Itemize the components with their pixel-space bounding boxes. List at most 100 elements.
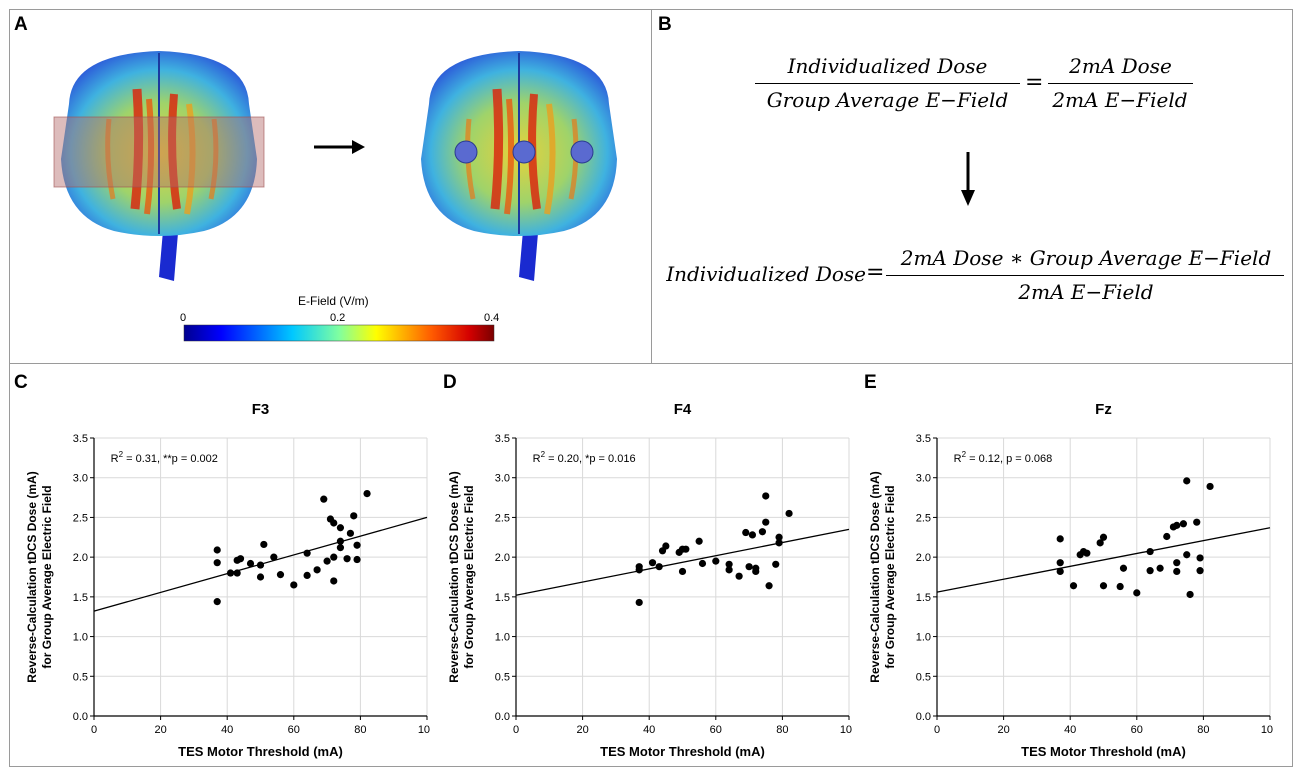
x-tick-label: 20 bbox=[576, 724, 588, 736]
formula1-num-left: Individualized Dose bbox=[787, 54, 988, 78]
formula2-line bbox=[886, 275, 1284, 276]
data-point bbox=[323, 557, 331, 565]
brain-left bbox=[53, 51, 265, 281]
formula2-denominator: 2mA E−Field bbox=[1018, 280, 1154, 304]
x-tick-label: 80 bbox=[1197, 724, 1209, 736]
data-point bbox=[1183, 551, 1191, 559]
x-tick-label: 60 bbox=[1131, 724, 1143, 736]
x-tick-label: 0 bbox=[513, 724, 519, 736]
y-tick-label: 0.0 bbox=[916, 711, 931, 723]
y-tick-label: 0.5 bbox=[916, 671, 931, 683]
x-tick-label: 80 bbox=[354, 724, 366, 736]
data-point bbox=[233, 569, 241, 577]
data-point bbox=[1119, 564, 1128, 572]
data-point bbox=[363, 490, 371, 498]
y-tick-label: 3.0 bbox=[73, 473, 88, 485]
r2-value: = 0.20, *p = 0.016 bbox=[545, 453, 636, 465]
panel-label-b: B bbox=[658, 14, 672, 35]
data-point bbox=[712, 557, 720, 565]
y-tick-label: 2.0 bbox=[73, 552, 88, 564]
panel-cde-frame bbox=[9, 363, 1293, 767]
data-point bbox=[336, 544, 345, 552]
regression-line bbox=[936, 527, 1271, 593]
data-point bbox=[236, 555, 245, 563]
x-tick-label: 100 bbox=[1261, 724, 1273, 736]
data-point bbox=[1196, 567, 1204, 575]
r-label: R bbox=[111, 453, 119, 465]
stats-annotation: R2 = 0.31, **p = 0.002 bbox=[111, 450, 218, 465]
formula1-num-right: 2mA Dose bbox=[1069, 54, 1172, 78]
x-tick-label: 60 bbox=[710, 724, 722, 736]
data-point bbox=[678, 567, 687, 576]
data-point bbox=[260, 540, 268, 549]
data-point bbox=[336, 524, 345, 532]
colorbar-tick-1: 0.2 bbox=[330, 312, 346, 324]
colorbar-tick-2: 0.4 bbox=[484, 312, 500, 324]
formula2-numerator: 2mA Dose ∗ Group Average E−Field bbox=[900, 246, 1272, 270]
data-point bbox=[1056, 535, 1064, 543]
x-tick-label: 40 bbox=[643, 724, 655, 736]
data-point bbox=[1116, 582, 1124, 591]
data-point bbox=[213, 598, 221, 606]
colorbar bbox=[183, 324, 495, 342]
colorbar-tick-0: 0 bbox=[180, 312, 187, 324]
down-arrow-icon bbox=[961, 152, 975, 206]
data-point bbox=[330, 519, 338, 527]
data-point bbox=[1173, 521, 1181, 529]
r2-value: = 0.12, p = 0.068 bbox=[966, 453, 1052, 465]
data-point bbox=[1056, 567, 1064, 576]
data-point bbox=[648, 559, 657, 567]
x-tick-label: 60 bbox=[288, 724, 300, 736]
y-tick-label: 2.5 bbox=[73, 512, 88, 524]
formula1-line-right bbox=[1048, 83, 1193, 84]
y-tick-label: 0.0 bbox=[73, 711, 88, 723]
y-axis-label: Reverse-Calculation tDCS Dose (mA)for Gr… bbox=[868, 471, 897, 682]
right-arrow-icon bbox=[314, 140, 365, 154]
data-point bbox=[276, 571, 285, 579]
data-point bbox=[772, 560, 780, 568]
data-point bbox=[775, 533, 783, 541]
r2-value: = 0.31, **p = 0.002 bbox=[123, 453, 218, 465]
x-tick-label: 40 bbox=[221, 724, 233, 736]
data-point bbox=[320, 495, 328, 503]
data-point bbox=[762, 518, 770, 526]
panel-label-d: D bbox=[443, 372, 457, 393]
y-tick-label: 2.5 bbox=[916, 512, 931, 524]
data-point bbox=[336, 537, 345, 545]
data-point bbox=[1186, 590, 1194, 599]
data-point bbox=[1099, 533, 1108, 541]
chart-f3: 0 20 40 60 80 100 0.0 0.5 1.0 1.5 2.0 2.5 3.0 3.5 F3 TE… bbox=[25, 401, 430, 759]
y-tick-label: 3.0 bbox=[916, 473, 931, 485]
x-tick-label: 100 bbox=[840, 724, 852, 736]
r-superscript: 2 bbox=[962, 450, 967, 459]
y-tick-label: 1.5 bbox=[73, 592, 88, 604]
formula1-den-left: Group Average E−Field bbox=[766, 88, 1009, 112]
y-tick-label: 2.0 bbox=[916, 552, 931, 564]
x-tick-label: 0 bbox=[934, 724, 940, 736]
data-point bbox=[695, 537, 703, 545]
data-point bbox=[346, 529, 355, 537]
y-axis-label: Reverse-Calculation tDCS Dose (mA)for Gr… bbox=[447, 471, 476, 682]
y-tick-label: 1.5 bbox=[916, 592, 931, 604]
data-point bbox=[698, 559, 707, 568]
data-point bbox=[682, 545, 690, 553]
y-tick-label: 1.0 bbox=[73, 632, 88, 644]
brain-illustrations bbox=[53, 51, 617, 342]
data-point bbox=[330, 553, 338, 561]
stats-annotation: R2 = 0.20, *p = 0.016 bbox=[533, 450, 636, 465]
r-superscript: 2 bbox=[541, 450, 546, 459]
y-tick-label: 1.0 bbox=[495, 632, 510, 644]
x-tick-label: 100 bbox=[418, 724, 430, 736]
data-point bbox=[330, 577, 338, 585]
data-point bbox=[353, 555, 361, 564]
data-point bbox=[775, 539, 783, 547]
data-point bbox=[1196, 554, 1204, 562]
data-point bbox=[762, 492, 770, 500]
x-tick-label: 80 bbox=[776, 724, 788, 736]
y-axis-label-line: Reverse-Calculation tDCS Dose (mA) bbox=[25, 471, 39, 682]
y-axis-label-line: for Group Average Electric Field bbox=[883, 485, 897, 668]
data-point bbox=[303, 549, 311, 557]
stats-annotation: R2 = 0.12, p = 0.068 bbox=[954, 450, 1053, 465]
data-point bbox=[748, 531, 757, 539]
data-point bbox=[303, 571, 311, 580]
